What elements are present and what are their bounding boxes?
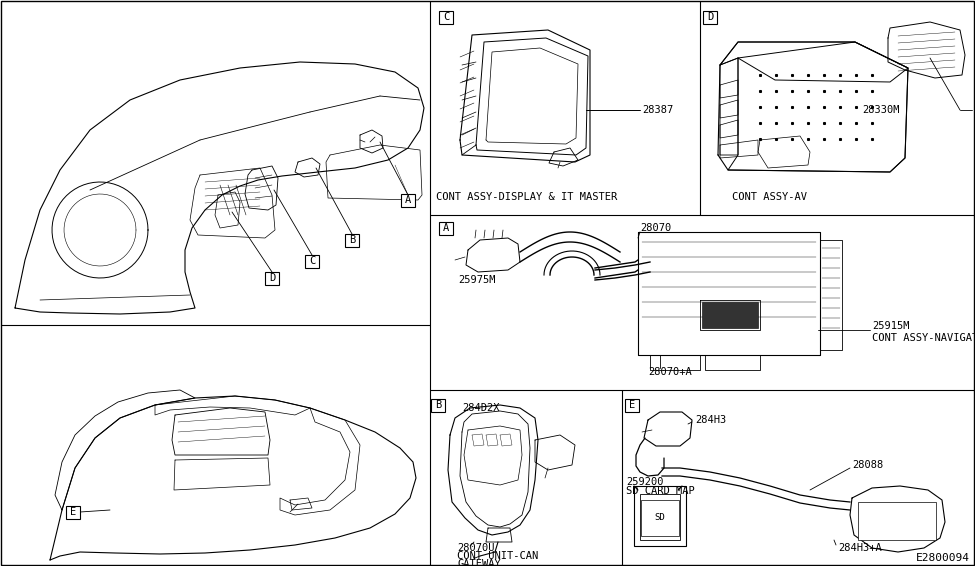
- Bar: [66, 505, 80, 518]
- Bar: [431, 398, 445, 411]
- Bar: [640, 494, 680, 540]
- Text: 25975M: 25975M: [458, 275, 495, 285]
- FancyBboxPatch shape: [634, 486, 686, 546]
- Text: 284H3+A: 284H3+A: [838, 543, 881, 553]
- Text: CONT ASSY-AV: CONT ASSY-AV: [732, 192, 807, 202]
- Text: A: A: [405, 195, 411, 205]
- Text: B: B: [349, 235, 355, 245]
- Text: E: E: [629, 400, 635, 410]
- Text: CONT UNIT-CAN: CONT UNIT-CAN: [457, 551, 538, 561]
- Text: 259200: 259200: [626, 477, 664, 487]
- Bar: [439, 221, 453, 234]
- Text: B: B: [435, 400, 441, 410]
- Text: 284H3: 284H3: [695, 415, 726, 425]
- Text: 28330M: 28330M: [862, 105, 900, 115]
- Text: 28070+A: 28070+A: [648, 367, 691, 377]
- Text: 28387: 28387: [642, 105, 674, 115]
- Text: 28088: 28088: [852, 460, 883, 470]
- Text: SD CARD MAP: SD CARD MAP: [626, 486, 695, 496]
- Text: 25915M: 25915M: [872, 321, 910, 331]
- Bar: [401, 194, 415, 207]
- Bar: [439, 11, 453, 24]
- Text: CONT ASSY-NAVIGATION: CONT ASSY-NAVIGATION: [872, 333, 975, 343]
- Text: E2800094: E2800094: [916, 553, 970, 563]
- Bar: [702, 302, 758, 328]
- Text: CONT ASSY-DISPLAY & IT MASTER: CONT ASSY-DISPLAY & IT MASTER: [436, 192, 617, 202]
- Text: D: D: [269, 273, 275, 283]
- Bar: [625, 398, 639, 411]
- Text: C: C: [309, 256, 315, 266]
- Text: 28070: 28070: [640, 223, 671, 233]
- Bar: [265, 272, 279, 285]
- Bar: [345, 234, 359, 247]
- Bar: [858, 502, 936, 540]
- Text: D: D: [707, 12, 713, 22]
- Bar: [703, 11, 717, 24]
- Text: GATEWAY: GATEWAY: [457, 559, 501, 566]
- Bar: [305, 255, 319, 268]
- Text: E: E: [70, 507, 76, 517]
- Text: SD: SD: [654, 513, 665, 522]
- Text: 284D2X: 284D2X: [462, 403, 499, 413]
- Text: A: A: [443, 223, 449, 233]
- Text: C: C: [443, 12, 449, 22]
- Text: 28070U: 28070U: [457, 543, 494, 553]
